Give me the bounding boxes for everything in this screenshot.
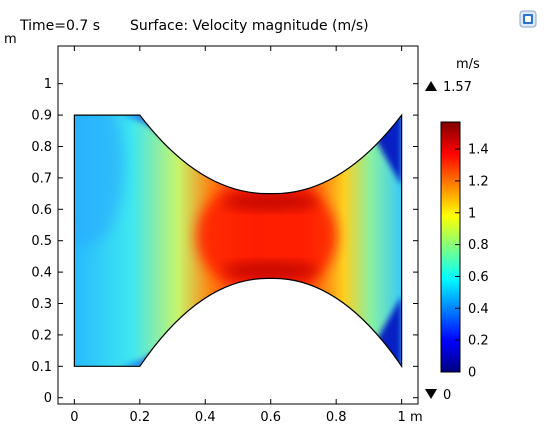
y-tick-label: 0.9 <box>31 109 52 124</box>
x-tick-label: 0 <box>70 410 78 425</box>
app-window-icon[interactable] <box>519 10 537 28</box>
y-tick-label: 0.4 <box>31 266 52 281</box>
y-tick-label: 0.2 <box>31 328 52 343</box>
colorbar-tick-label: 0.6 <box>468 270 489 285</box>
colorbar-gradient <box>440 121 461 373</box>
domain-outline <box>73 113 403 369</box>
colorbar: 0 0.2 0.4 0.6 0.8 1 1.2 1.4 m/s 1.57 0 <box>425 57 489 403</box>
x-tick-label: 0.4 <box>195 410 216 425</box>
velocity-field <box>74 115 402 367</box>
min-arrow-icon <box>425 389 437 399</box>
y-tick-label: 0.5 <box>31 234 52 249</box>
colorbar-ticks: 0 0.2 0.4 0.6 0.8 1 1.2 1.4 <box>455 143 489 381</box>
x-tick-label: 0.8 <box>326 410 347 425</box>
y-tick-label: 1 <box>44 77 52 92</box>
colorbar-tick-label: 0.2 <box>468 334 489 349</box>
y-tick-label: 0 <box>44 391 52 406</box>
throat-bottom-peak <box>222 261 319 280</box>
colorbar-tick-label: 0.8 <box>468 238 489 253</box>
colorbar-tick-label: 0.4 <box>468 302 489 317</box>
plot-title: Surface: Velocity magnitude (m/s) <box>130 18 369 34</box>
colorbar-unit: m/s <box>456 57 480 72</box>
y-tick-label: 0.3 <box>31 297 52 312</box>
time-label: Time=0.7 s <box>20 18 101 34</box>
x-tick-label: 0.2 <box>129 410 150 425</box>
y-axis-unit: m <box>4 32 17 47</box>
inlet-region <box>74 115 125 246</box>
x-axis: 0 0.2 0.4 0.6 0.8 1 <box>70 46 406 425</box>
max-arrow-icon <box>425 81 437 91</box>
x-axis-unit: m <box>410 410 423 425</box>
y-axis: 0 0.1 0.2 0.3 0.4 0.5 0.6 0.7 0.8 0.9 1 <box>31 77 418 406</box>
y-tick-label: 0.8 <box>31 140 52 155</box>
colorbar-tick-label: 0 <box>468 366 476 381</box>
throat-top-peak <box>222 192 319 211</box>
x-tick-label: 0.6 <box>260 410 281 425</box>
colorbar-tick-label: 1.2 <box>468 174 489 189</box>
colorbar-tick-label: 1 <box>468 206 476 221</box>
colorbar-max-label: 1.57 <box>443 80 472 95</box>
x-tick-label: 1 <box>397 410 405 425</box>
y-tick-label: 0.7 <box>31 171 52 186</box>
colorbar-tick-label: 1.4 <box>468 143 489 158</box>
colorbar-min-label: 0 <box>443 388 451 403</box>
y-tick-label: 0.1 <box>31 360 52 375</box>
plot-frame <box>57 45 419 405</box>
y-tick-label: 0.6 <box>31 203 52 218</box>
